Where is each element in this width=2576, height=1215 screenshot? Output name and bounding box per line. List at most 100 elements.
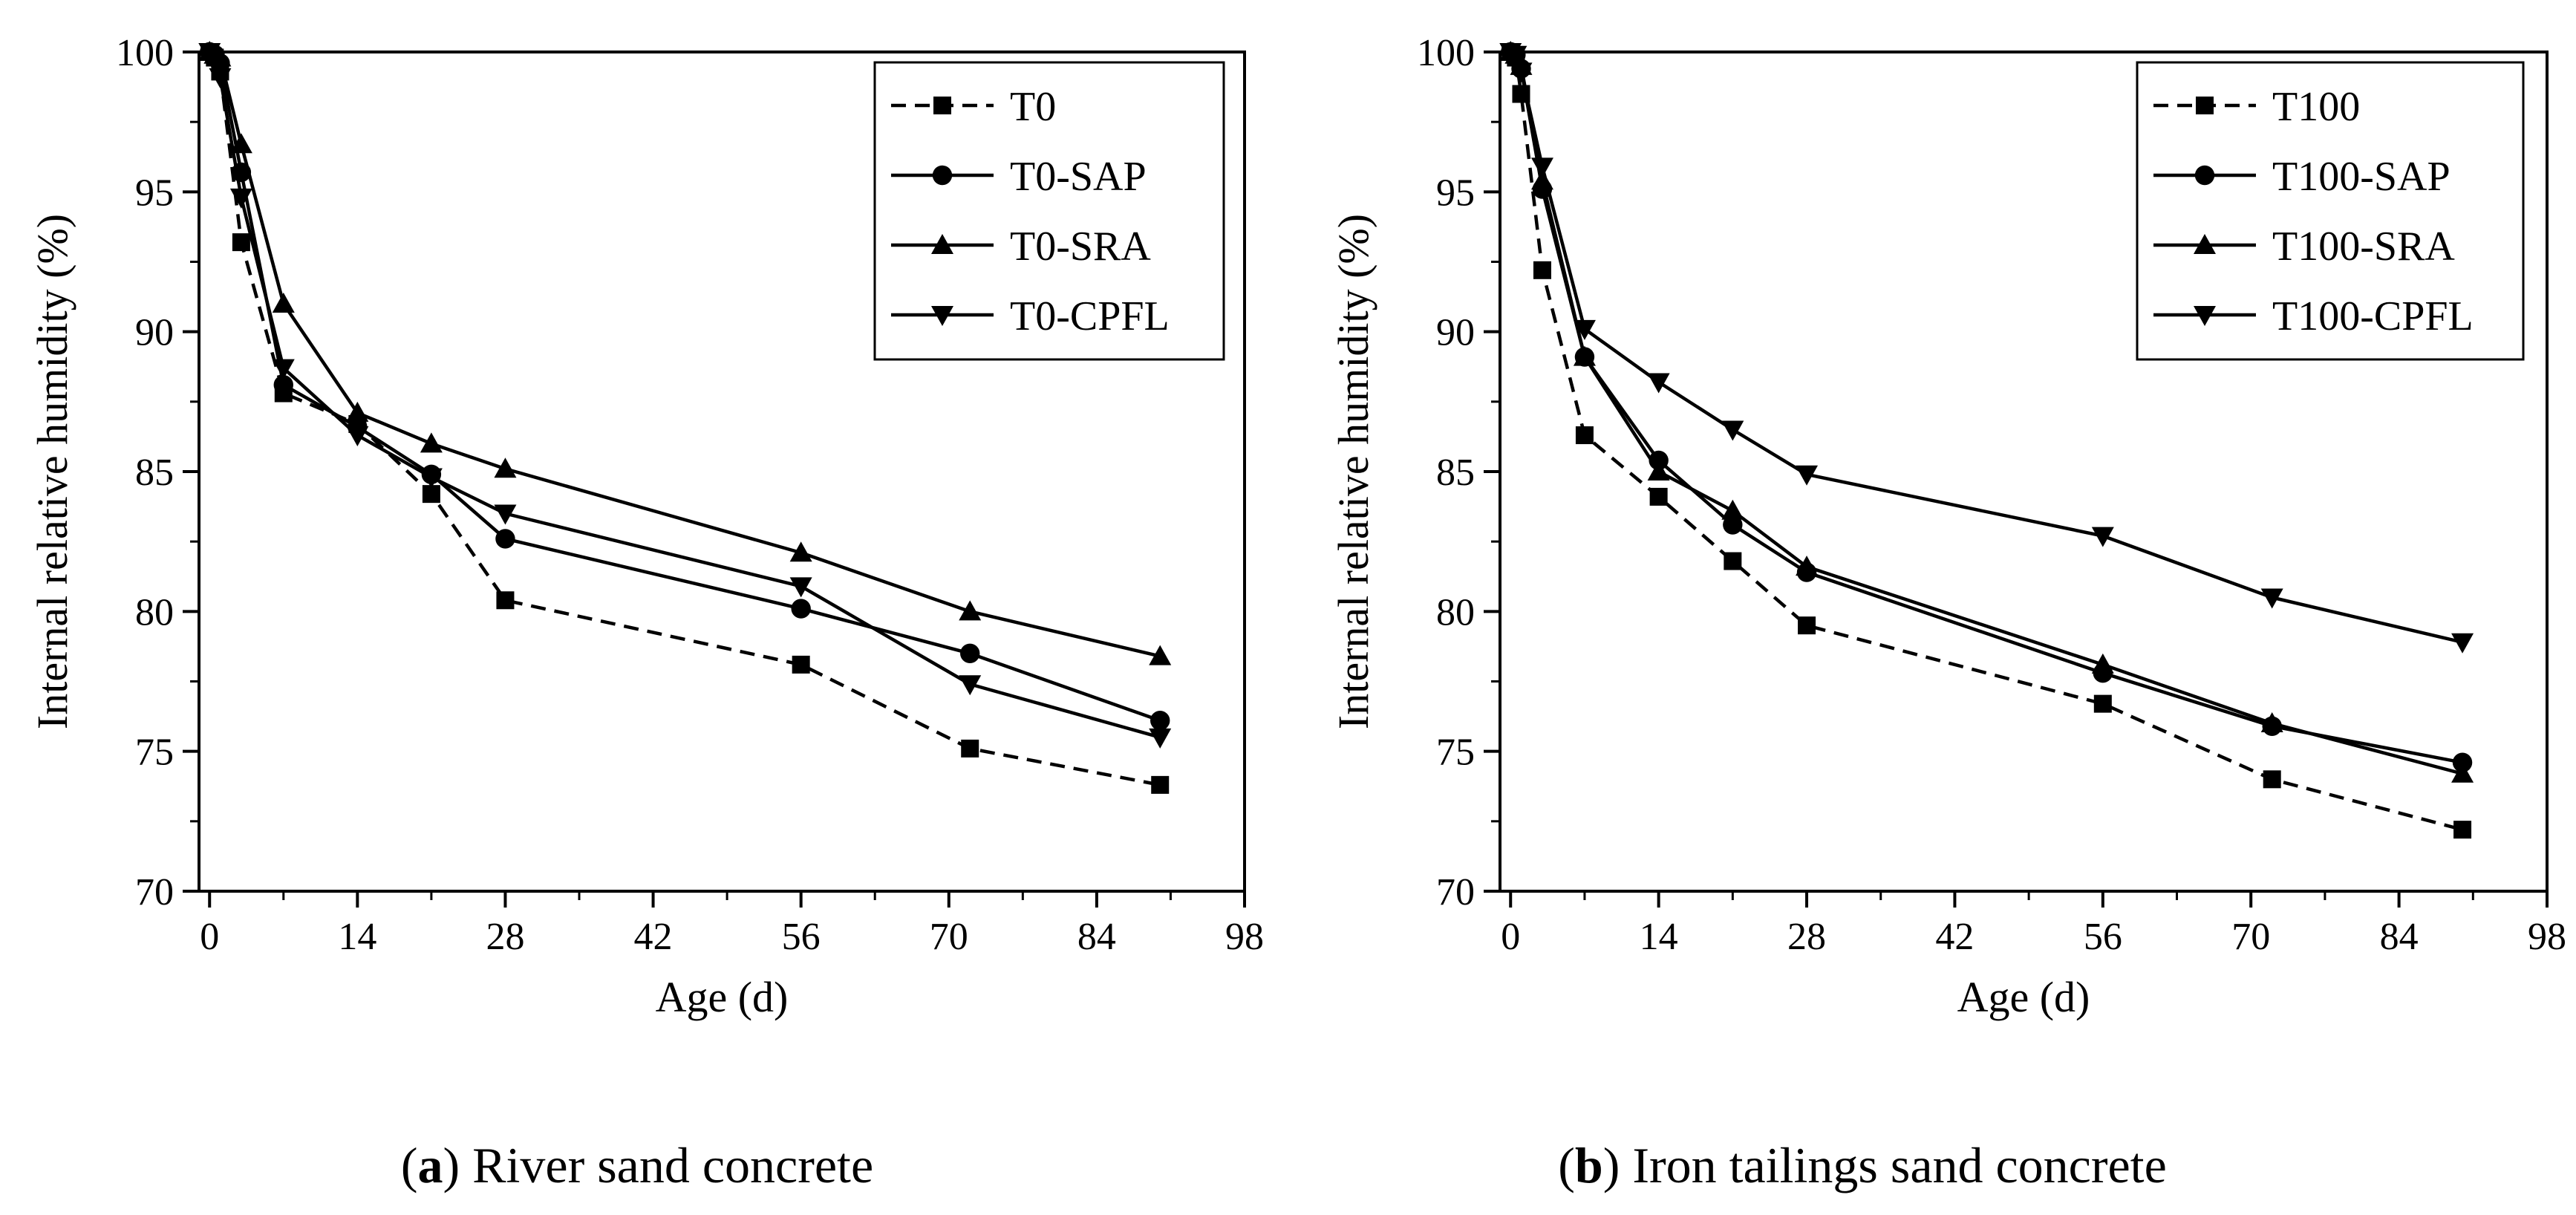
panel-a: 0 14 28 42 56 70 84 98 70 75 80 85 90 95 100 Age (d) Int… (28, 32, 1264, 1021)
data-point (1796, 556, 1819, 576)
x-tick-label: 98 (1225, 916, 1264, 958)
legend-swatch-marker (933, 97, 951, 114)
data-point (1151, 775, 1170, 794)
x-tick-label: 14 (1640, 916, 1678, 958)
data-point (789, 577, 812, 598)
data-point (1796, 465, 1819, 486)
y-tick-label: 70 (1436, 871, 1475, 913)
x-tick-label: 84 (1077, 916, 1116, 958)
data-point (1798, 616, 1816, 635)
x-tick-label: 84 (2380, 916, 2419, 958)
data-point (791, 599, 811, 619)
data-point (496, 591, 515, 610)
data-point (1149, 645, 1172, 665)
legend-box (873, 61, 1225, 361)
y-tick-label: 75 (135, 732, 174, 774)
data-point (1533, 261, 1551, 279)
caption-b: (b) Iron tailings sand concrete (1558, 1137, 2167, 1193)
data-point (792, 655, 810, 674)
data-point (420, 468, 443, 489)
data-point (2451, 762, 2474, 783)
y-tick-label: 80 (1436, 591, 1475, 633)
legend-swatch-marker (2194, 165, 2215, 186)
data-point (789, 541, 812, 562)
x-tick-label: 0 (1501, 916, 1520, 958)
y-tick-label: 95 (1436, 172, 1475, 214)
data-point (273, 375, 293, 395)
data-point (1647, 460, 1670, 481)
data-point (209, 68, 232, 88)
legend: T0 T0-SAP T0-SRA T0-CPFL (873, 61, 1225, 361)
data-point (1510, 62, 1533, 83)
x-tick-label: 56 (2084, 916, 2122, 958)
x-tick-label: 70 (930, 916, 968, 958)
series-t0-cpfl (198, 43, 1172, 749)
data-point (1530, 157, 1553, 178)
x-tick-label: 28 (486, 916, 524, 958)
data-point (1649, 487, 1668, 506)
data-point (960, 643, 980, 664)
data-point (1721, 499, 1744, 520)
data-point (2452, 752, 2473, 772)
legend-swatch-marker (2194, 306, 2216, 326)
y-tick-label: 80 (135, 591, 174, 633)
data-point (1573, 345, 1596, 366)
y-tick-label: 85 (135, 452, 174, 494)
legend-swatch-marker (932, 165, 953, 186)
y-axis-title: Internal relative humidity (%) (28, 214, 76, 729)
data-point (2260, 712, 2283, 732)
data-point (495, 529, 515, 549)
y-tick-label: 95 (135, 172, 174, 214)
y-tick-label: 70 (135, 871, 174, 913)
data-point (1149, 728, 1172, 749)
x-tick-label: 0 (200, 916, 219, 958)
data-point (1721, 420, 1744, 441)
x-tick-label: 28 (1787, 916, 1826, 958)
legend-label: T0-SRA (1010, 224, 1151, 270)
data-point (1504, 45, 1527, 66)
data-point (494, 504, 517, 525)
data-point (229, 188, 252, 209)
legend-swatch-marker (2194, 234, 2216, 254)
x-axis-title: Age (d) (656, 973, 789, 1021)
x-tick-label: 14 (338, 916, 376, 958)
caption-a: (a) River sand concrete (401, 1137, 873, 1193)
y-tick-label: 90 (135, 312, 174, 354)
y-tick-label: 100 (116, 32, 174, 74)
data-point (1573, 319, 1596, 340)
legend-label: T0-CPFL (1010, 293, 1170, 339)
legend-swatch-marker (2196, 97, 2214, 114)
data-point (1575, 426, 1594, 445)
data-point (272, 359, 295, 380)
data-point (1724, 552, 1742, 570)
data-point (1723, 515, 1743, 535)
legend-label: T100 (2272, 84, 2360, 130)
data-point (346, 426, 369, 447)
x-tick-label: 56 (782, 916, 821, 958)
data-point (961, 739, 979, 758)
series-t100-cpfl (1499, 43, 2474, 654)
data-point (2093, 694, 2112, 713)
legend-label: T100-SAP (2272, 154, 2451, 200)
data-point (229, 133, 252, 154)
legend-swatch-marker (931, 306, 953, 326)
y-tick-label: 100 (1417, 32, 1475, 74)
data-point (2091, 653, 2114, 674)
data-point (2091, 527, 2114, 547)
data-point (959, 675, 982, 696)
data-point (346, 401, 369, 422)
y-axis-title: Internal relative humidity (%) (1329, 214, 1377, 729)
data-point (203, 51, 226, 72)
data-point (1150, 711, 1170, 731)
data-point (2451, 633, 2474, 654)
y-tick-label: 90 (1436, 312, 1475, 354)
data-point (494, 457, 517, 478)
panel-b: 0 14 28 42 56 70 84 98 70 75 80 85 90 95 100 Age (d) Int… (1329, 32, 2566, 1021)
legend-label: T0 (1010, 84, 1056, 130)
data-point (420, 432, 443, 453)
data-point (1647, 373, 1670, 394)
y-tick-label: 85 (1436, 452, 1475, 494)
data-point (2453, 821, 2472, 839)
data-point (2260, 588, 2283, 609)
